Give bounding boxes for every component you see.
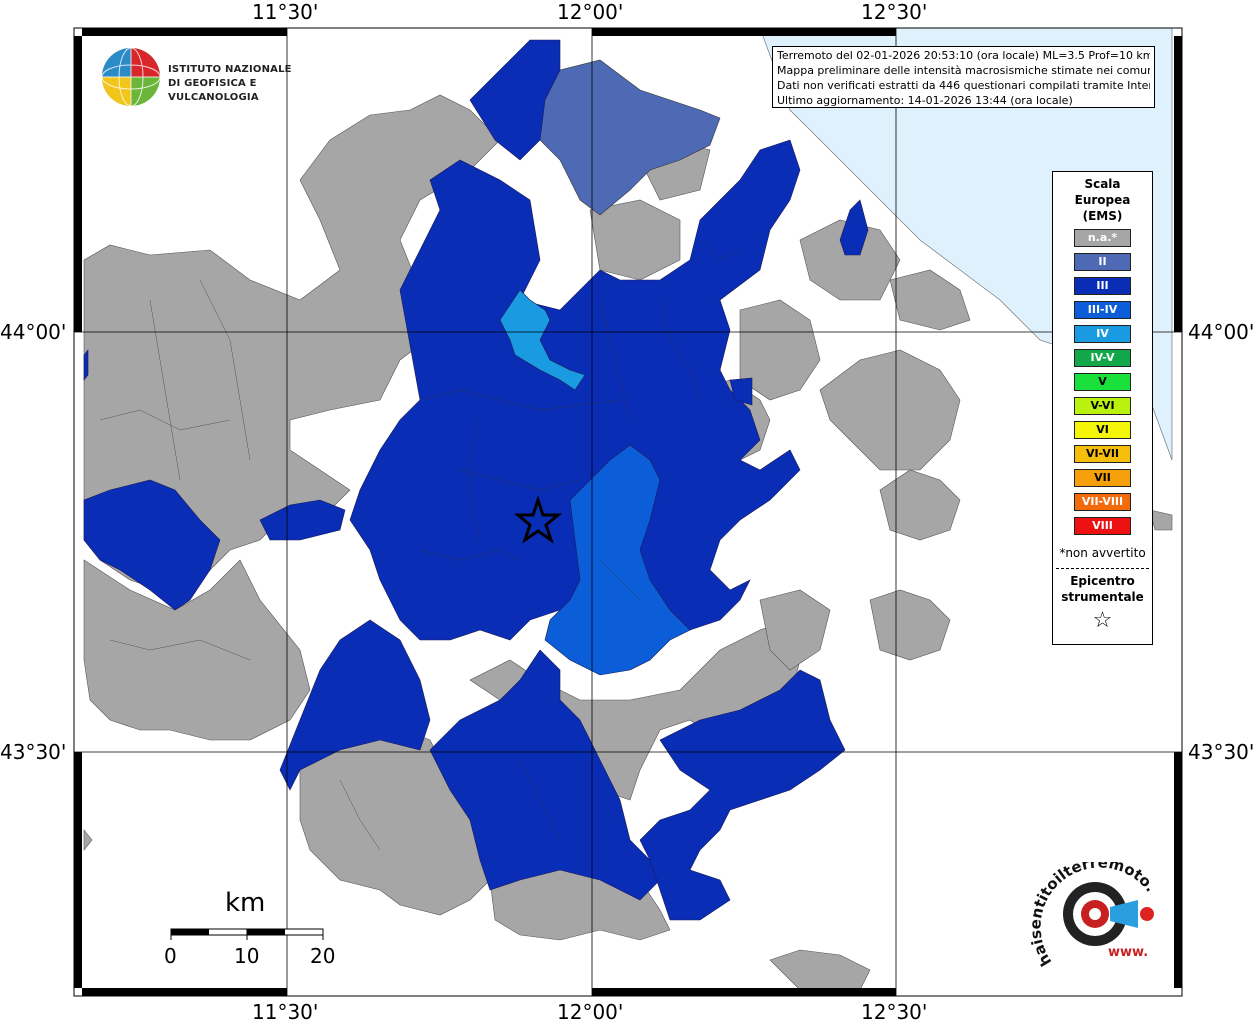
legend-swatch: VI-VII: [1074, 445, 1131, 463]
scale-tick-10: 10: [234, 944, 260, 968]
ems-legend: Scala Europea (EMS) n.a.* II III III-IV IV IV…: [1052, 171, 1153, 645]
info-line-1: Terremoto del 02-01-2026 20:53:10 (ora l…: [777, 49, 1150, 62]
map-frame-ticks: [74, 28, 1182, 996]
legend-star-icon: ☆: [1092, 608, 1113, 633]
legend-note: *non avvertito: [1059, 546, 1146, 560]
hsit-target-icon: haisentitoilterremoto.it www.: [1026, 848, 1159, 969]
lat-label-right-2: 43°30': [1188, 740, 1255, 764]
lon-label-top-3: 12°30': [861, 0, 928, 24]
scale-tick-20: 20: [310, 944, 336, 968]
info-line-3: Dati non verificati estratti da 446 ques…: [777, 79, 1150, 92]
info-line-2: Mappa preliminare delle intensità macros…: [777, 64, 1150, 77]
intensity-iv-area: [499, 289, 586, 391]
scale-bar-graphic: [170, 928, 324, 940]
legend-swatch: V-VI: [1074, 397, 1131, 415]
na-areas: [83, 94, 1173, 991]
graticule: [74, 28, 1182, 996]
intensity-iii-iv-area: [544, 444, 691, 676]
ingv-globe-icon: [101, 47, 161, 107]
legend-swatch: IV-V: [1074, 349, 1131, 367]
scale-bar: km 0 10 20: [160, 888, 340, 978]
legend-swatch: III: [1074, 277, 1131, 295]
ingv-name-line2: DI GEOFISICA E VULCANOLOGIA: [168, 78, 259, 103]
lon-label-top-2: 12°00': [557, 0, 624, 24]
sea-area: [759, 27, 1173, 461]
legend-swatch: IV: [1074, 325, 1131, 343]
legend-epicentre-line2: strumentale: [1061, 590, 1144, 604]
legend-epicentre-line1: Epicentro: [1070, 574, 1135, 588]
legend-swatch: III-IV: [1074, 301, 1131, 319]
legend-title-line2: Europea: [1074, 193, 1131, 207]
lat-label-left-1: 44°00': [0, 320, 67, 344]
municipal-borders: [99, 239, 741, 851]
lon-label-bottom-1: 11°30': [252, 1000, 319, 1024]
legend-title-line3: (EMS): [1082, 209, 1123, 223]
lon-label-bottom-3: 12°30': [861, 1000, 928, 1024]
lat-label-left-2: 43°30': [0, 740, 67, 764]
lat-label-right-1: 44°00': [1188, 320, 1255, 344]
ingv-logo: ISTITUTO NAZIONALE DI GEOFISICA E VULCAN…: [100, 46, 320, 110]
lon-label-bottom-2: 12°00': [557, 1000, 624, 1024]
epicentre-star: [513, 495, 563, 544]
legend-swatch: n.a.*: [1074, 229, 1131, 247]
info-line-4: Ultimo aggiornamento: 14-01-2026 13:44 (…: [777, 94, 1073, 107]
ingv-name-line1: ISTITUTO NAZIONALE: [168, 64, 292, 75]
legend-swatch: VII-VIII: [1074, 493, 1131, 511]
legend-swatch: II: [1074, 253, 1131, 271]
legend-title-line1: Scala: [1084, 177, 1121, 191]
scale-unit: km: [225, 888, 266, 918]
hsit-url-text: www.: [1108, 945, 1148, 960]
intensity-ii-area: [539, 59, 721, 216]
scale-tick-0: 0: [164, 944, 177, 968]
event-info-box: Terremoto del 02-01-2026 20:53:10 (ora l…: [772, 46, 1155, 108]
legend-swatch: V: [1074, 373, 1131, 391]
hsit-logo: haisentitoilterremoto.it www.: [1026, 848, 1180, 982]
legend-swatch: VII: [1074, 469, 1131, 487]
legend-swatch: VI: [1074, 421, 1131, 439]
legend-separator: [1056, 568, 1149, 569]
legend-swatch: VIII: [1074, 517, 1131, 535]
lon-label-top-1: 11°30': [252, 0, 319, 24]
